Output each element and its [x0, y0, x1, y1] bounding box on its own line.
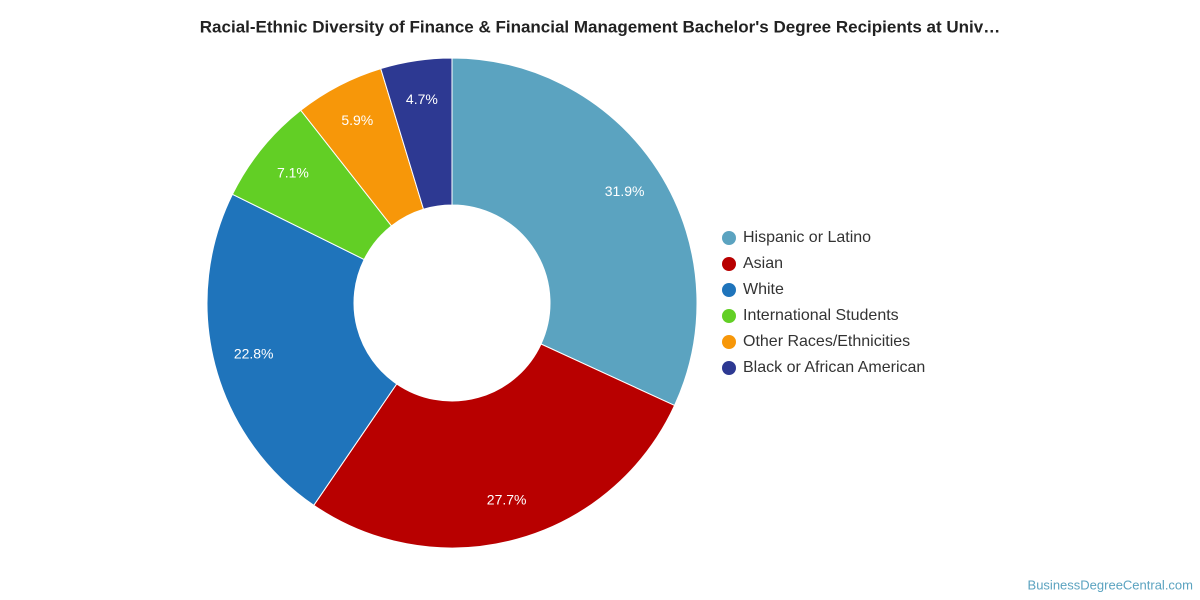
data-label: 22.8% — [234, 346, 274, 362]
slice — [206, 193, 398, 506]
legend-marker — [722, 231, 736, 245]
legend-label: White — [743, 281, 784, 298]
data-label: 31.9% — [605, 183, 645, 199]
legend-label: Black or African American — [743, 359, 925, 376]
legend-label: Asian — [743, 255, 783, 272]
data-label: 4.7% — [406, 91, 438, 107]
legend-label: International Students — [743, 307, 899, 324]
slice — [451, 57, 698, 407]
data-label: 7.1% — [277, 164, 309, 180]
data-label: 27.7% — [487, 491, 527, 507]
legend-marker — [722, 309, 736, 323]
data-label: 5.9% — [341, 112, 373, 128]
legend-marker — [722, 283, 736, 297]
legend-marker — [722, 335, 736, 349]
legend-label: Hispanic or Latino — [743, 229, 871, 246]
legend-marker — [722, 361, 736, 375]
slice — [380, 57, 453, 210]
chart-title: Racial-Ethnic Diversity of Finance & Fin… — [200, 17, 1000, 36]
slice — [313, 343, 676, 549]
legend-marker — [722, 257, 736, 271]
source: BusinessDegreeCentral.com — [1028, 577, 1193, 592]
legend-label: Other Races/Ethnicities — [743, 333, 910, 350]
